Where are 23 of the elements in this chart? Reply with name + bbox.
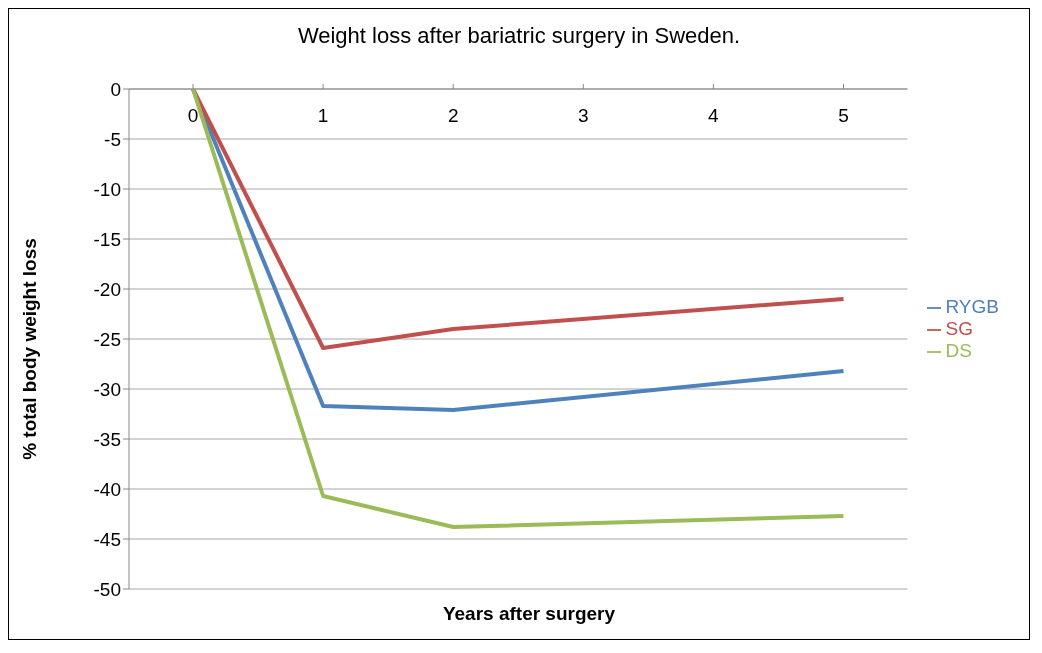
y-tick-label: -35 [93,428,121,450]
y-tick-label: -45 [93,528,121,550]
y-tick-label: -50 [93,578,121,600]
x-tick-label: 1 [317,105,329,126]
x-axis-title: Years after surgery [441,603,617,625]
legend-label: DS [945,340,972,361]
y-tick-label: -30 [93,378,121,400]
legend-label: RYGB [945,296,999,317]
y-tick-label: -15 [93,228,121,250]
x-tick-label: 0 [187,105,199,126]
x-tick-label: 2 [447,105,459,126]
y-tick-label: -5 [104,128,121,150]
x-tick-label: 5 [838,105,849,126]
y-tick-label: -25 [93,328,121,350]
legend-label: SG [945,318,973,339]
chart-title: Weight loss after bariatric surgery in Sweden. [296,23,742,49]
y-axis-title: % total body weight loss [19,238,41,460]
y-tick-label: -40 [93,478,121,500]
y-tick-label: -10 [93,178,121,200]
y-tick-label: -20 [93,278,121,300]
x-tick-label: 3 [578,105,589,126]
x-tick-label: 4 [708,105,720,126]
y-tick-label: 0 [110,78,121,100]
